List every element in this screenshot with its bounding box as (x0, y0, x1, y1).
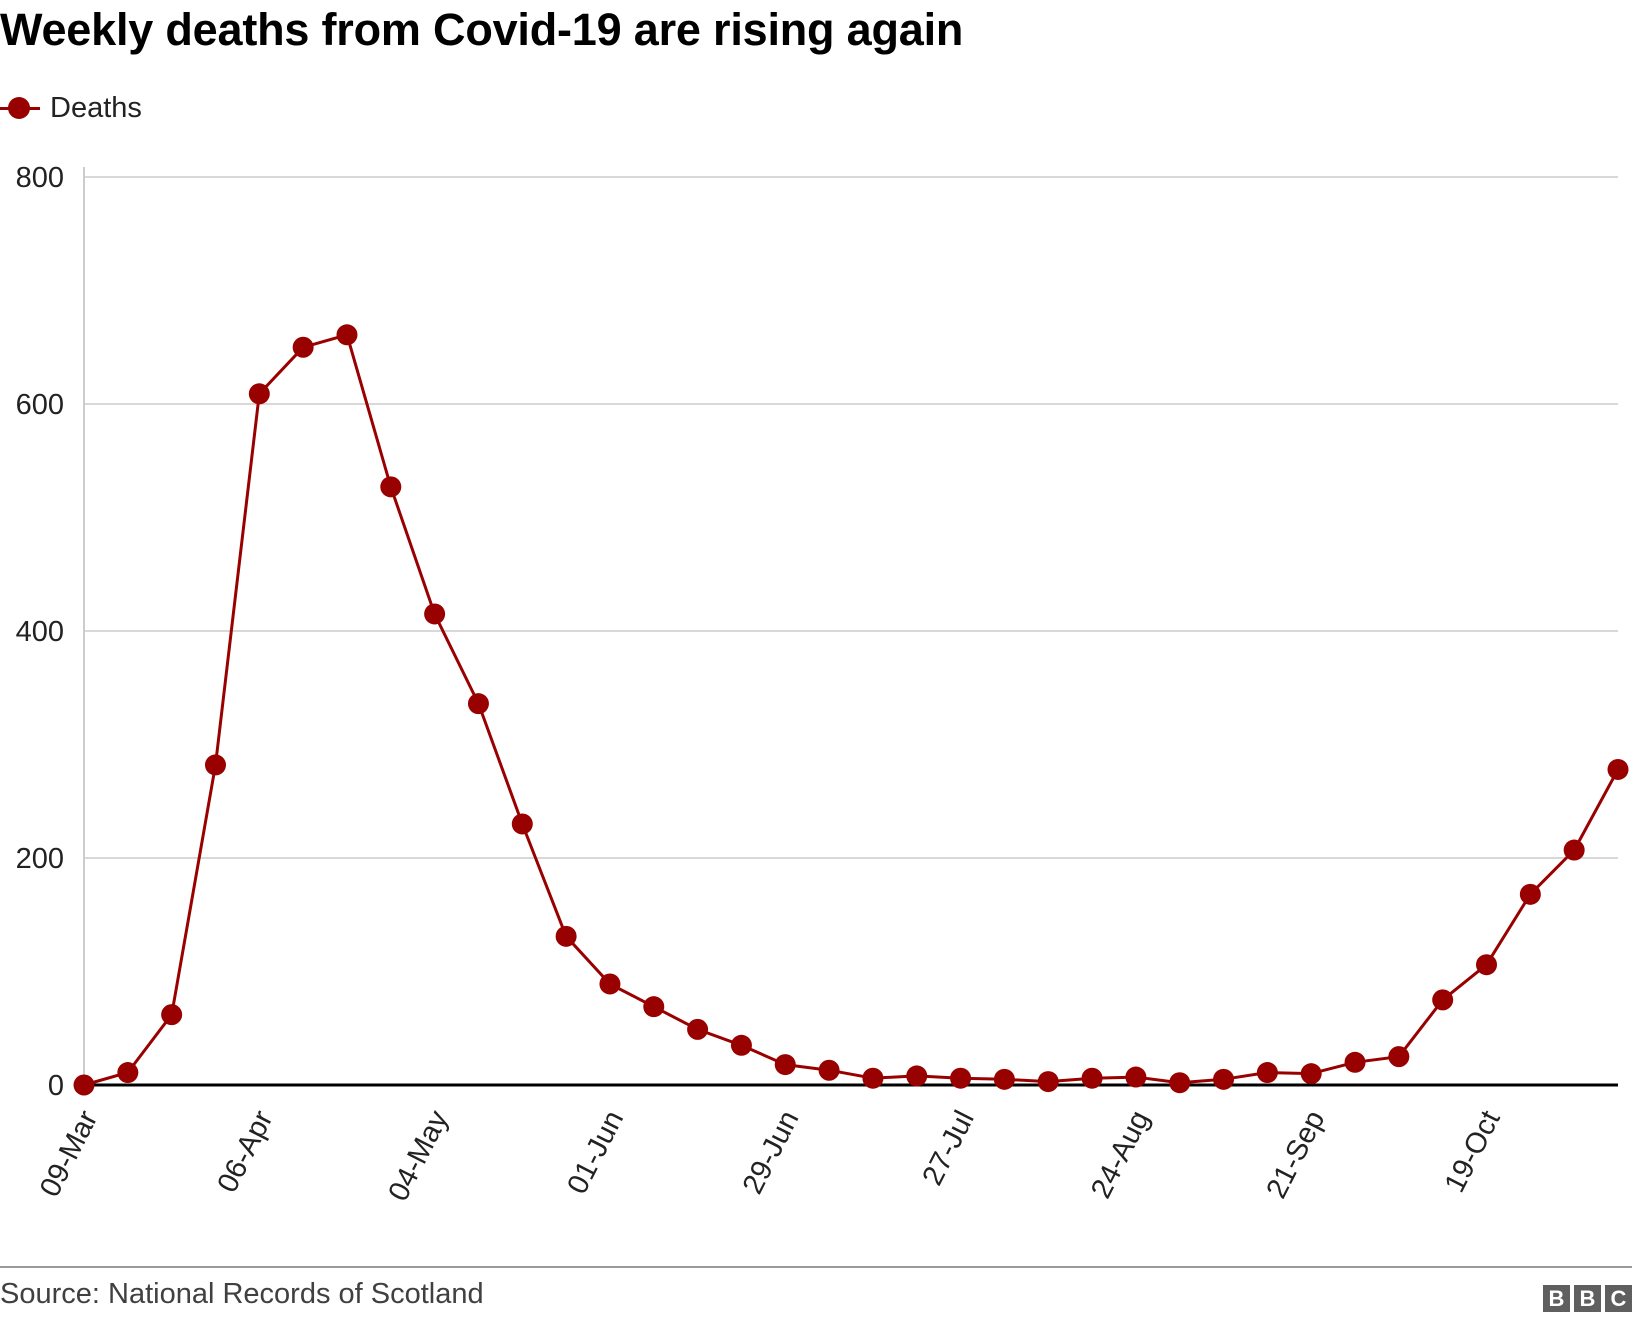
data-point (73, 1074, 95, 1096)
data-point (730, 1034, 752, 1056)
bbc-logo-letter: B (1543, 1285, 1570, 1312)
data-point (862, 1067, 884, 1089)
x-tick-label: 06-Apr (212, 1105, 280, 1197)
data-point (117, 1062, 139, 1084)
data-point (1563, 839, 1585, 861)
line-chart: 0 200 400 600 800 09-Mar 06-Apr 04-May 01-Jun 29-… (16, 162, 1629, 1206)
bbc-logo-letter: C (1605, 1285, 1632, 1312)
data-point (1344, 1051, 1366, 1073)
x-tick-label: 27-Jul (916, 1106, 980, 1191)
y-tick-label: 600 (16, 389, 64, 421)
data-point (204, 754, 226, 776)
data-point (1125, 1066, 1147, 1088)
data-point (1037, 1071, 1059, 1093)
data-point (248, 383, 270, 405)
y-tick-label: 400 (16, 616, 64, 648)
bbc-logo-letter: B (1574, 1285, 1601, 1312)
data-point (1388, 1046, 1410, 1068)
y-tick-label: 0 (48, 1070, 64, 1102)
x-tick-label: 04-May (382, 1105, 455, 1206)
data-point (1081, 1067, 1103, 1089)
data-point (1476, 954, 1498, 976)
data-point (950, 1067, 972, 1089)
data-point (161, 1004, 183, 1026)
data-point (906, 1065, 928, 1087)
x-tick-label: 24-Aug (1085, 1106, 1156, 1204)
legend-label-deaths: Deaths (50, 91, 142, 124)
legend-marker-icon (0, 88, 44, 128)
source-note: Source: National Records of Scotland (0, 1278, 484, 1310)
x-tick-label: 09-Mar (34, 1105, 104, 1202)
data-point (1256, 1062, 1278, 1084)
y-tick-label: 800 (16, 162, 64, 194)
data-point (1213, 1068, 1235, 1090)
data-point (774, 1054, 796, 1076)
bbc-logo: B B C (1543, 1285, 1632, 1312)
x-tick-label: 29-Jun (737, 1106, 806, 1200)
data-point (643, 996, 665, 1018)
data-point (599, 973, 621, 995)
legend: Deaths (0, 88, 142, 128)
data-point (511, 813, 533, 835)
data-point (1169, 1072, 1191, 1094)
data-point (1300, 1063, 1322, 1085)
data-point (1607, 758, 1629, 780)
data-point (424, 603, 446, 625)
data-point (687, 1018, 709, 1040)
y-tick-label: 200 (16, 843, 64, 875)
x-tick-label: 21-Sep (1260, 1106, 1331, 1204)
series-line-deaths (83, 333, 1620, 1087)
x-tick-label: 01-Jun (561, 1106, 630, 1200)
data-point (292, 336, 314, 358)
footer-divider (0, 1266, 1632, 1268)
data-point (993, 1068, 1015, 1090)
data-point (380, 476, 402, 498)
data-point (1432, 989, 1454, 1011)
chart-title: Weekly deaths from Covid-19 are rising a… (0, 4, 964, 55)
data-point (818, 1059, 840, 1081)
data-point (467, 693, 489, 715)
data-point (555, 925, 577, 947)
x-tick-label: 19-Oct (1439, 1106, 1507, 1198)
data-point (1519, 883, 1541, 905)
data-point (336, 324, 358, 346)
